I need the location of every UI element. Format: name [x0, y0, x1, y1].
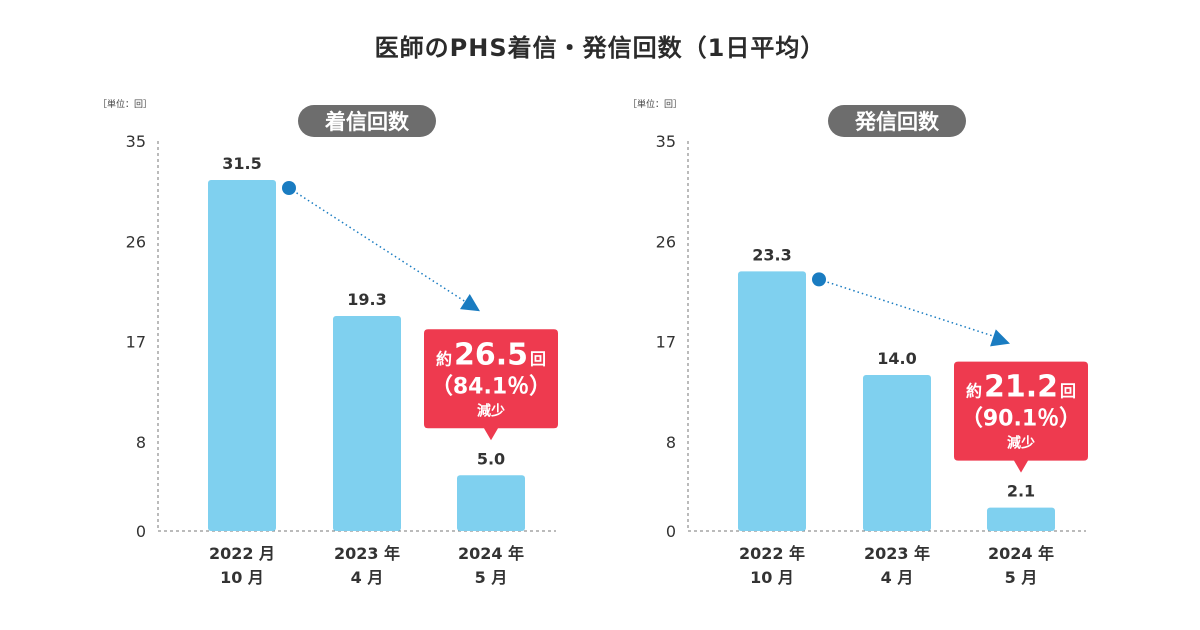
x-tick-label: 2022 月 [209, 544, 275, 563]
x-tick-label: 2023 年 [864, 544, 930, 563]
trend-start-dot [812, 272, 826, 287]
x-tick-label: 5 月 [1005, 568, 1038, 587]
bar [333, 315, 401, 531]
chart-incoming: ［単位：回］ 着信回数 0 8 17 26 35 31.5 2022 月 10 月 19.3 2023… [98, 98, 558, 587]
y-tick-label: 26 [656, 232, 676, 251]
value-label: 14.0 [877, 349, 916, 368]
y-tick-label: 8 [136, 433, 146, 452]
bar [863, 375, 931, 531]
unit-label: ［単位：回］ [628, 98, 682, 110]
callout-note: 減少 [1007, 435, 1035, 452]
x-tick-label: 2024 年 [988, 544, 1054, 563]
callout-amount: 約21.2 回 [966, 370, 1076, 405]
value-label: 5.0 [477, 449, 505, 468]
x-tick-label: 2023 年 [334, 544, 400, 563]
bar [208, 180, 276, 531]
value-label: 19.3 [347, 290, 386, 309]
y-tick-label: 8 [666, 433, 676, 452]
bar [457, 475, 525, 531]
chart-panel-incoming: ［単位：回］ 着信回数 0 8 17 26 35 31.5 2022 月 10 月 19.3 2023… [98, 98, 558, 587]
value-label: 2.1 [1007, 482, 1035, 501]
y-tick-label: 17 [126, 333, 146, 352]
trend-arrow-head [459, 293, 480, 312]
chart-title: 着信回数 [324, 110, 410, 134]
chart-title-pill [298, 105, 436, 137]
page-title: 医師のPHS着信・発信回数（1日平均） [374, 34, 826, 62]
value-label: 23.3 [752, 245, 791, 264]
callout-percent: （90.1％） [961, 407, 1081, 432]
bar [738, 271, 806, 531]
callout-note: 減少 [477, 402, 505, 419]
trend-arrow-line [288, 187, 475, 308]
trend-start-dot [282, 181, 296, 195]
callout-percent: （84.1％） [431, 374, 551, 399]
x-tick-label: 10 月 [220, 568, 264, 587]
value-label: 31.5 [222, 154, 261, 173]
bar [987, 507, 1055, 531]
y-tick-label: 35 [656, 132, 676, 151]
trend-arrow-head [990, 329, 1010, 347]
x-tick-label: 4 月 [881, 568, 914, 587]
chart-title-pill [828, 105, 966, 137]
chart-outgoing: ［単位：回］ 発信回数 0 8 17 26 35 23.3 2022 年 10 月 14.0 2023… [628, 98, 1088, 587]
y-tick-label: 0 [136, 522, 146, 541]
y-tick-label: 0 [666, 522, 676, 541]
reduction-callout [424, 329, 558, 441]
chart-title: 発信回数 [854, 110, 940, 134]
x-tick-label: 10 月 [750, 568, 794, 587]
trend-arrow-line [818, 278, 1005, 341]
x-tick-label: 5 月 [475, 568, 508, 587]
x-tick-label: 4 月 [351, 568, 384, 587]
callout-amount: 約26.5 回 [436, 337, 546, 372]
unit-label: ［単位：回］ [98, 98, 152, 110]
y-tick-label: 35 [126, 132, 146, 151]
y-tick-label: 17 [656, 333, 676, 352]
reduction-callout [954, 361, 1088, 473]
x-tick-label: 2024 年 [458, 544, 524, 563]
x-tick-label: 2022 年 [739, 544, 805, 563]
chart-panel-outgoing: ［単位：回］ 発信回数 0 8 17 26 35 23.3 2022 年 10 月 14.0 2023… [530, 0, 1130, 630]
y-tick-label: 26 [126, 232, 146, 251]
